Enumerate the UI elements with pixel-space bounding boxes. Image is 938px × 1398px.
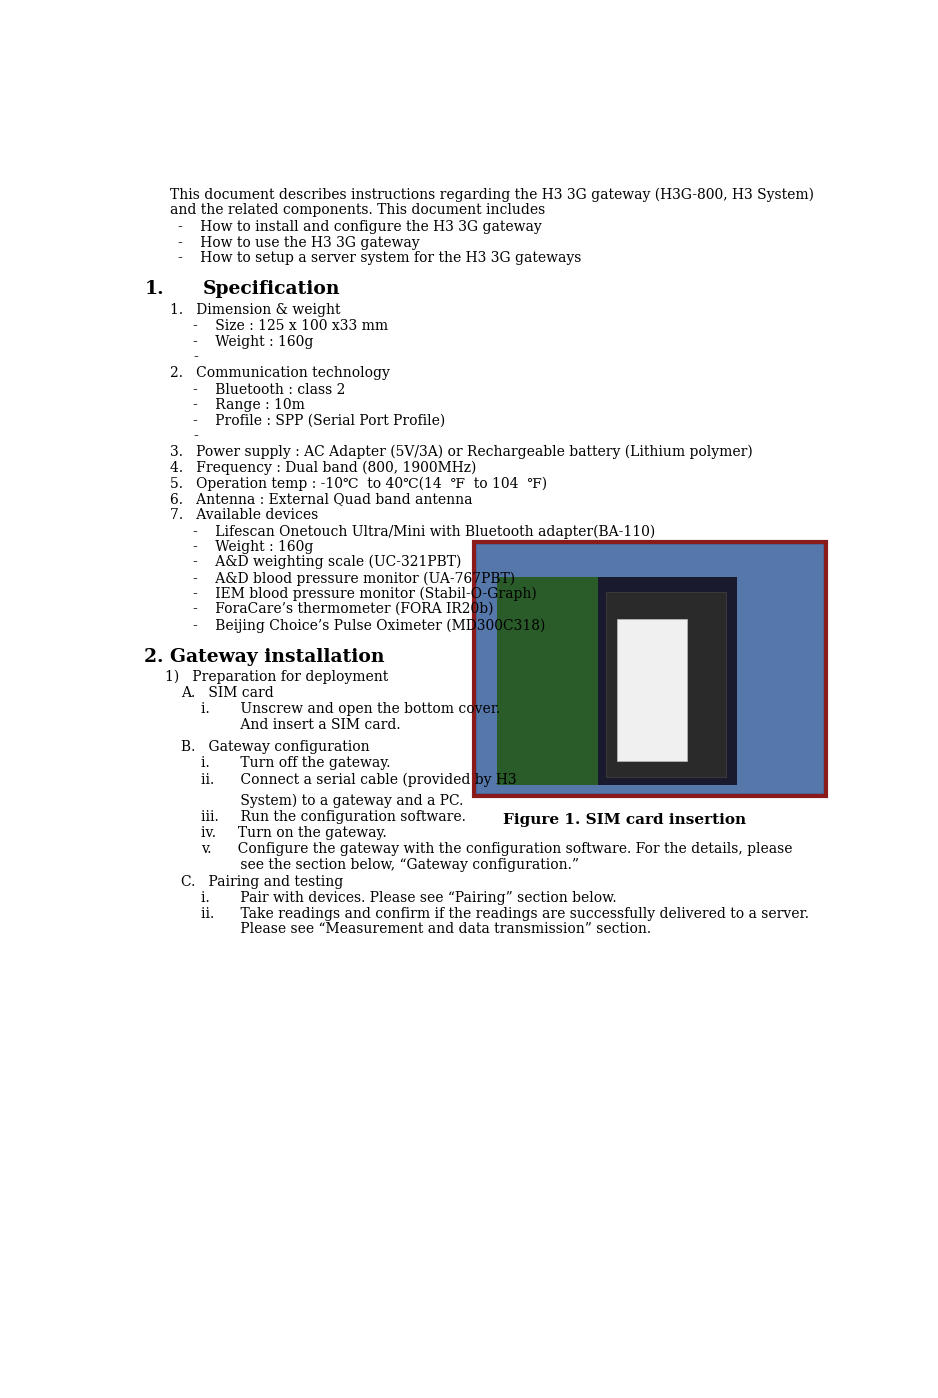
Text: 2. Gateway installation: 2. Gateway installation <box>144 649 385 667</box>
Text: And insert a SIM card.: And insert a SIM card. <box>201 719 401 733</box>
Text: v.      Configure the gateway with the configuration software. For the details, : v. Configure the gateway with the config… <box>201 842 793 857</box>
Bar <box>497 576 737 784</box>
Text: -    A&D weighting scale (UC-321PBT): - A&D weighting scale (UC-321PBT) <box>193 555 461 569</box>
Text: -    How to install and configure the H3 3G gateway: - How to install and configure the H3 3G… <box>177 219 541 233</box>
Text: iii.     Run the configuration software.: iii. Run the configuration software. <box>201 809 466 823</box>
Text: see the section below, “Gateway configuration.”: see the section below, “Gateway configur… <box>201 858 579 872</box>
Text: -    Range : 10m: - Range : 10m <box>193 398 305 412</box>
Bar <box>497 576 598 784</box>
Text: 4.   Frequency : Dual band (800, 1900MHz): 4. Frequency : Dual band (800, 1900MHz) <box>170 460 477 475</box>
Text: 1)   Preparation for deployment: 1) Preparation for deployment <box>165 670 388 684</box>
Text: -: - <box>193 351 198 365</box>
Text: Figure 1. SIM card insertion: Figure 1. SIM card insertion <box>504 814 747 828</box>
Text: -    Bluetooth : class 2: - Bluetooth : class 2 <box>193 383 345 397</box>
Text: This document describes instructions regarding the H3 3G gateway (H3G-800, H3 Sy: This document describes instructions reg… <box>170 187 814 203</box>
Text: Please see “Measurement and data transmission” section.: Please see “Measurement and data transmi… <box>201 923 651 937</box>
Text: -    A&D blood pressure monitor (UA-767PBT): - A&D blood pressure monitor (UA-767PBT) <box>193 572 515 586</box>
Text: -    Weight : 160g: - Weight : 160g <box>193 540 313 554</box>
Text: -    Weight : 160g: - Weight : 160g <box>193 336 313 350</box>
Text: 7.   Available devices: 7. Available devices <box>170 507 318 521</box>
Text: ii.      Connect a serial cable (provided by H3: ii. Connect a serial cable (provided by … <box>201 772 517 787</box>
Text: -    Lifescan Onetouch Ultra/Mini with Bluetooth adapter(BA-110): - Lifescan Onetouch Ultra/Mini with Blue… <box>193 524 656 538</box>
Bar <box>606 591 726 777</box>
Text: i.       Pair with devices. Please see “Pairing” section below.: i. Pair with devices. Please see “Pairin… <box>201 891 616 905</box>
Text: B.   Gateway configuration: B. Gateway configuration <box>181 740 370 754</box>
Text: 3.   Power supply : AC Adapter (5V/3A) or Rechargeable battery (Lithium polymer): 3. Power supply : AC Adapter (5V/3A) or … <box>170 445 752 460</box>
Text: -    IEM blood pressure monitor (Stabil-O-Graph): - IEM blood pressure monitor (Stabil-O-G… <box>193 587 537 601</box>
Text: A.   SIM card: A. SIM card <box>181 686 274 700</box>
Bar <box>477 545 824 793</box>
Text: -: - <box>193 429 198 443</box>
Text: and the related components. This document includes: and the related components. This documen… <box>170 203 545 217</box>
Text: -    How to use the H3 3G gateway: - How to use the H3 3G gateway <box>177 235 419 249</box>
Text: 1.   Dimension & weight: 1. Dimension & weight <box>170 303 340 317</box>
Text: C.   Pairing and testing: C. Pairing and testing <box>181 875 343 889</box>
Text: 1.: 1. <box>144 280 164 298</box>
Bar <box>474 542 826 795</box>
Text: System) to a gateway and a PC.: System) to a gateway and a PC. <box>201 794 463 808</box>
Text: -    ForaCare’s thermometer (FORA IR20b): - ForaCare’s thermometer (FORA IR20b) <box>193 603 493 617</box>
Text: 6.   Antenna : External Quad band antenna: 6. Antenna : External Quad band antenna <box>170 492 473 506</box>
Bar <box>617 619 687 762</box>
Text: iv.     Turn on the gateway.: iv. Turn on the gateway. <box>201 826 386 840</box>
Text: -    How to setup a server system for the H3 3G gateways: - How to setup a server system for the H… <box>177 250 581 264</box>
Text: -    Profile : SPP (Serial Port Profile): - Profile : SPP (Serial Port Profile) <box>193 414 446 428</box>
Text: 2.   Communication technology: 2. Communication technology <box>170 366 390 380</box>
Text: -    Beijing Choice’s Pulse Oximeter (MD300C318): - Beijing Choice’s Pulse Oximeter (MD300… <box>193 618 546 633</box>
Text: ii.      Take readings and confirm if the readings are successfully delivered to: ii. Take readings and confirm if the rea… <box>201 907 809 921</box>
Text: -    Size : 125 x 100 x33 mm: - Size : 125 x 100 x33 mm <box>193 320 388 334</box>
Text: i.       Unscrew and open the bottom cover.: i. Unscrew and open the bottom cover. <box>201 702 500 716</box>
Text: Specification: Specification <box>203 280 340 298</box>
Text: i.       Turn off the gateway.: i. Turn off the gateway. <box>201 756 390 770</box>
Text: 5.   Operation temp : -10℃  to 40℃(14  ℉  to 104  ℉): 5. Operation temp : -10℃ to 40℃(14 ℉ to … <box>170 477 547 491</box>
